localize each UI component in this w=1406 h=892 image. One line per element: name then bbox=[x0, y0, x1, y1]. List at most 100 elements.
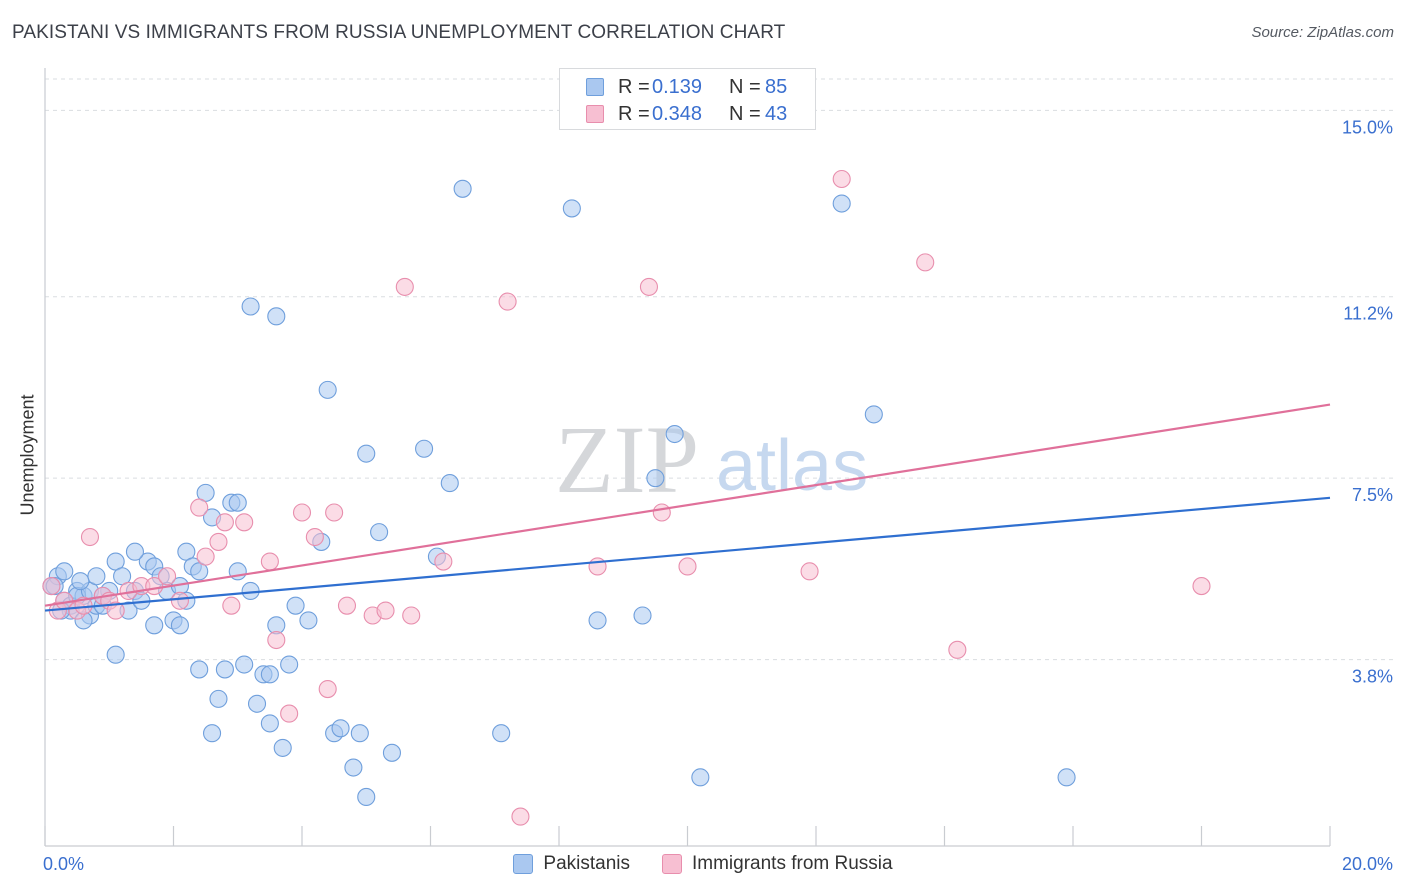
pakistanis-point bbox=[331, 719, 350, 738]
pakistanis-point bbox=[71, 572, 90, 591]
pakistanis-point bbox=[691, 768, 710, 787]
y-axis-label: Unemployment bbox=[17, 394, 38, 516]
r-value: 0.348 bbox=[652, 102, 703, 125]
pakistanis-point bbox=[170, 616, 189, 635]
russia-point bbox=[305, 527, 324, 547]
legend-row-russia: R = 0.348 N = 43 bbox=[586, 101, 787, 127]
pakistanis-point bbox=[125, 542, 144, 561]
russia-point bbox=[434, 552, 453, 571]
russia-point bbox=[337, 596, 357, 615]
russia-point bbox=[832, 169, 851, 189]
pakistanis-point bbox=[106, 645, 125, 664]
pakistanis-swatch bbox=[586, 78, 604, 96]
pakistanis-point bbox=[350, 724, 369, 743]
legend-label: Immigrants from Russia bbox=[692, 853, 893, 874]
russia-point bbox=[267, 630, 286, 650]
pakistanis-point bbox=[588, 611, 607, 630]
russia-point bbox=[948, 640, 967, 659]
watermark-atlas: atlas bbox=[716, 426, 868, 506]
russia-point bbox=[42, 577, 61, 596]
axes bbox=[44, 68, 1331, 847]
pakistanis-point bbox=[492, 724, 511, 743]
legend-item-pakistanis[interactable]: Pakistanis bbox=[513, 853, 630, 875]
pakistanis-point bbox=[87, 567, 106, 586]
russia-point bbox=[292, 503, 312, 522]
pakistanis-point bbox=[370, 523, 389, 542]
russia-point bbox=[1192, 577, 1211, 596]
russia-point bbox=[158, 567, 177, 586]
russia-point bbox=[80, 527, 100, 547]
russia-point bbox=[402, 606, 421, 625]
russia-swatch bbox=[586, 105, 604, 123]
russia-point bbox=[376, 601, 395, 620]
russia-point bbox=[652, 503, 671, 522]
pakistanis-point bbox=[280, 655, 299, 674]
watermark: ZIP atlas bbox=[555, 406, 868, 513]
russia-points bbox=[42, 169, 1211, 826]
pakistanis-point bbox=[273, 738, 292, 757]
pakistanis-point bbox=[864, 405, 883, 424]
pakistanis-swatch bbox=[513, 854, 534, 874]
russia-point bbox=[260, 552, 279, 571]
pakistanis-point bbox=[235, 655, 254, 674]
russia-point bbox=[395, 277, 414, 296]
y-tick-label: 3.8% bbox=[1352, 667, 1393, 687]
pakistanis-point bbox=[453, 179, 472, 198]
pakistanis-point bbox=[215, 660, 234, 679]
pakistanis-point bbox=[267, 307, 286, 326]
russia-point bbox=[280, 704, 299, 723]
pakistanis-point bbox=[415, 439, 434, 458]
russia-point bbox=[215, 513, 234, 532]
russia-point bbox=[678, 557, 697, 576]
pakistanis-point bbox=[1057, 768, 1076, 787]
russia-point bbox=[325, 503, 344, 522]
r-label: R = bbox=[618, 75, 650, 98]
pakistanis-point bbox=[190, 660, 209, 679]
series-legend: Pakistanis Immigrants from Russia bbox=[0, 850, 1406, 878]
pakistanis-point bbox=[247, 694, 267, 713]
r-label: R = bbox=[618, 102, 650, 125]
watermark-zip: ZIP bbox=[555, 406, 699, 513]
legend-item-russia[interactable]: Immigrants from Russia bbox=[662, 853, 893, 875]
pakistanis-point bbox=[633, 606, 652, 625]
pakistanis-point bbox=[55, 562, 74, 581]
y-tick-label: 11.2% bbox=[1343, 304, 1393, 324]
pakistanis-point bbox=[665, 424, 684, 444]
pakistanis-point bbox=[145, 616, 164, 635]
pakistanis-point bbox=[562, 199, 581, 218]
pakistanis-point bbox=[209, 689, 228, 708]
trend-lines bbox=[44, 403, 1331, 612]
russia-point bbox=[106, 601, 125, 620]
x-tick-label-min: 0.0% bbox=[43, 854, 84, 874]
pakistanis-point bbox=[318, 380, 337, 399]
pakistanis-point bbox=[382, 743, 402, 762]
russia-point bbox=[318, 680, 337, 699]
russia-point bbox=[196, 547, 215, 566]
pakistanis-point bbox=[299, 611, 318, 630]
pakistanis-point bbox=[646, 469, 665, 488]
n-value: 85 bbox=[765, 75, 788, 98]
source-label: Source: ZipAtlas.com bbox=[1251, 24, 1394, 41]
russia-point bbox=[235, 513, 254, 532]
russia-point bbox=[209, 532, 228, 551]
pakistanis-point bbox=[241, 297, 260, 316]
n-label: N = bbox=[729, 102, 761, 125]
tick-labels: 3.8% 7.5% 11.2% 15.0% 0.0% 20.0% bbox=[43, 117, 1393, 874]
pakistanis-point bbox=[260, 665, 279, 684]
pakistanis-point bbox=[260, 714, 279, 733]
russia-point bbox=[498, 292, 517, 311]
pakistanis-trend-line bbox=[44, 496, 1331, 612]
pakistanis-point bbox=[228, 493, 247, 512]
pakistanis-point bbox=[286, 596, 305, 615]
stats-legend: R = 0.139 N = 85 R = 0.348 N = 43 bbox=[559, 68, 816, 130]
pakistanis-point bbox=[440, 474, 459, 493]
pakistanis-point bbox=[832, 194, 851, 213]
grid-lines bbox=[45, 78, 1395, 661]
x-tick-label-max: 20.0% bbox=[1342, 854, 1393, 874]
n-label: N = bbox=[729, 75, 761, 98]
pakistanis-point bbox=[357, 444, 376, 463]
legend-label: Pakistanis bbox=[543, 853, 630, 874]
russia-point bbox=[639, 277, 659, 296]
y-tick-label: 7.5% bbox=[1352, 485, 1393, 505]
